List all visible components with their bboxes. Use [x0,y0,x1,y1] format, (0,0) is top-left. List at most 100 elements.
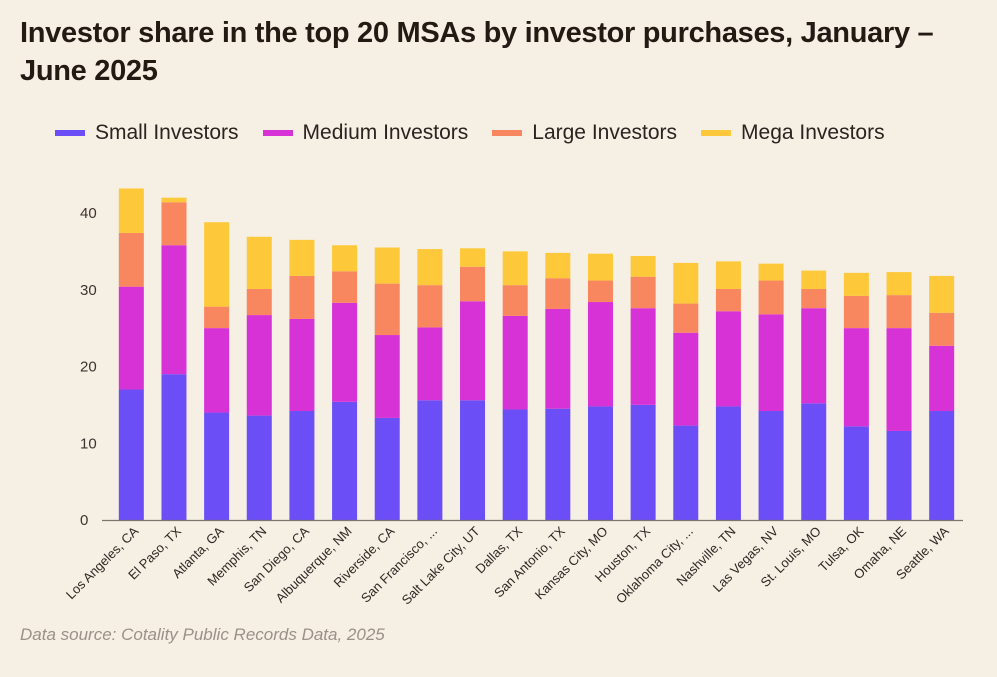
bar-segment-large-investors[interactable] [715,288,741,312]
bar-segment-medium-investors[interactable] [161,245,187,375]
bar-segment-small-investors[interactable] [118,389,144,520]
bar-segment-mega-investors[interactable] [246,236,272,289]
bar-segment-medium-investors[interactable] [289,318,315,412]
bar-stack[interactable] [246,236,272,520]
bar-segment-small-investors[interactable] [886,430,912,520]
bar-segment-mega-investors[interactable] [630,255,656,277]
bar-segment-small-investors[interactable] [161,374,187,520]
legend-item-mega[interactable]: Mega Investors [701,121,885,145]
bar-segment-medium-investors[interactable] [417,327,443,401]
bar-segment-mega-investors[interactable] [843,272,869,296]
bar-segment-small-investors[interactable] [460,400,486,520]
bar-segment-small-investors[interactable] [545,408,571,520]
bar-segment-medium-investors[interactable] [204,328,230,413]
bar-stack[interactable] [545,252,571,520]
bar-stack[interactable] [161,197,187,520]
bar-segment-medium-investors[interactable] [843,328,869,427]
bar-segment-mega-investors[interactable] [417,249,443,286]
bar-segment-medium-investors[interactable] [332,302,358,402]
bar-segment-large-investors[interactable] [843,295,869,329]
bar-segment-mega-investors[interactable] [545,252,571,279]
bar-segment-large-investors[interactable] [289,275,315,319]
bar-stack[interactable] [289,239,315,520]
bar-segment-large-investors[interactable] [801,288,827,309]
bar-segment-mega-investors[interactable] [502,251,528,286]
bar-segment-small-investors[interactable] [246,415,272,520]
bar-segment-large-investors[interactable] [118,232,144,287]
bar-segment-small-investors[interactable] [801,403,827,520]
bar-segment-mega-investors[interactable] [587,253,613,281]
bar-segment-mega-investors[interactable] [460,248,486,267]
bar-segment-large-investors[interactable] [332,271,358,303]
bar-segment-large-investors[interactable] [630,276,656,309]
bar-segment-small-investors[interactable] [417,400,443,520]
bar-segment-mega-investors[interactable] [374,247,400,284]
bar-segment-large-investors[interactable] [460,266,486,302]
bar-segment-small-investors[interactable] [587,406,613,520]
bar-segment-medium-investors[interactable] [246,315,272,416]
bar-segment-medium-investors[interactable] [886,328,912,431]
bar-segment-small-investors[interactable] [673,425,699,520]
bar-segment-large-investors[interactable] [673,303,699,333]
bar-segment-medium-investors[interactable] [630,308,656,405]
bar-segment-medium-investors[interactable] [502,315,528,410]
bar-stack[interactable] [417,249,443,520]
bar-segment-small-investors[interactable] [289,411,315,520]
bar-segment-large-investors[interactable] [545,278,571,309]
bar-stack[interactable] [118,188,144,520]
legend-item-medium[interactable]: Medium Investors [262,121,468,145]
bar-stack[interactable] [204,222,230,520]
bar-segment-mega-investors[interactable] [161,197,187,203]
bar-segment-mega-investors[interactable] [289,239,315,276]
bar-stack[interactable] [673,262,699,520]
bar-segment-small-investors[interactable] [502,409,528,520]
bar-segment-mega-investors[interactable] [758,263,784,281]
bar-segment-large-investors[interactable] [886,295,912,329]
bar-segment-mega-investors[interactable] [118,188,144,233]
bar-segment-medium-investors[interactable] [374,335,400,418]
bar-stack[interactable] [502,251,528,520]
bar-stack[interactable] [630,255,656,520]
bar-segment-medium-investors[interactable] [715,311,741,407]
bar-stack[interactable] [886,272,912,520]
bar-segment-large-investors[interactable] [587,280,613,303]
bar-segment-medium-investors[interactable] [545,308,571,409]
bar-segment-small-investors[interactable] [374,417,400,520]
bar-segment-medium-investors[interactable] [460,301,486,401]
bar-segment-mega-investors[interactable] [673,262,699,304]
legend-item-small[interactable]: Small Investors [55,121,239,145]
bar-segment-medium-investors[interactable] [801,308,827,404]
bar-segment-large-investors[interactable] [204,306,230,329]
bar-segment-mega-investors[interactable] [204,222,230,307]
bar-segment-mega-investors[interactable] [801,270,827,289]
bar-segment-small-investors[interactable] [929,411,955,520]
bar-stack[interactable] [843,272,869,520]
bar-segment-large-investors[interactable] [502,285,528,316]
bar-segment-mega-investors[interactable] [886,272,912,296]
bar-stack[interactable] [929,275,955,520]
bar-stack[interactable] [374,247,400,520]
bar-stack[interactable] [801,270,827,520]
bar-segment-large-investors[interactable] [161,202,187,246]
bar-stack[interactable] [460,248,486,520]
bar-stack[interactable] [758,263,784,520]
bar-segment-medium-investors[interactable] [758,314,784,412]
bar-segment-small-investors[interactable] [843,426,869,520]
bar-stack[interactable] [715,261,741,520]
bar-segment-mega-investors[interactable] [929,275,955,313]
legend-item-large[interactable]: Large Investors [492,121,677,145]
bar-segment-small-investors[interactable] [758,411,784,520]
bar-segment-medium-investors[interactable] [118,286,144,390]
bar-segment-small-investors[interactable] [332,401,358,520]
bar-segment-medium-investors[interactable] [929,345,955,412]
bar-segment-mega-investors[interactable] [715,261,741,289]
bar-segment-medium-investors[interactable] [673,332,699,426]
bar-stack[interactable] [587,253,613,520]
bar-segment-small-investors[interactable] [204,412,230,520]
bar-segment-large-investors[interactable] [417,285,443,328]
bar-stack[interactable] [332,245,358,520]
bar-segment-small-investors[interactable] [630,404,656,520]
bar-segment-mega-investors[interactable] [332,245,358,272]
bar-segment-large-investors[interactable] [374,283,400,336]
bar-segment-small-investors[interactable] [715,406,741,520]
